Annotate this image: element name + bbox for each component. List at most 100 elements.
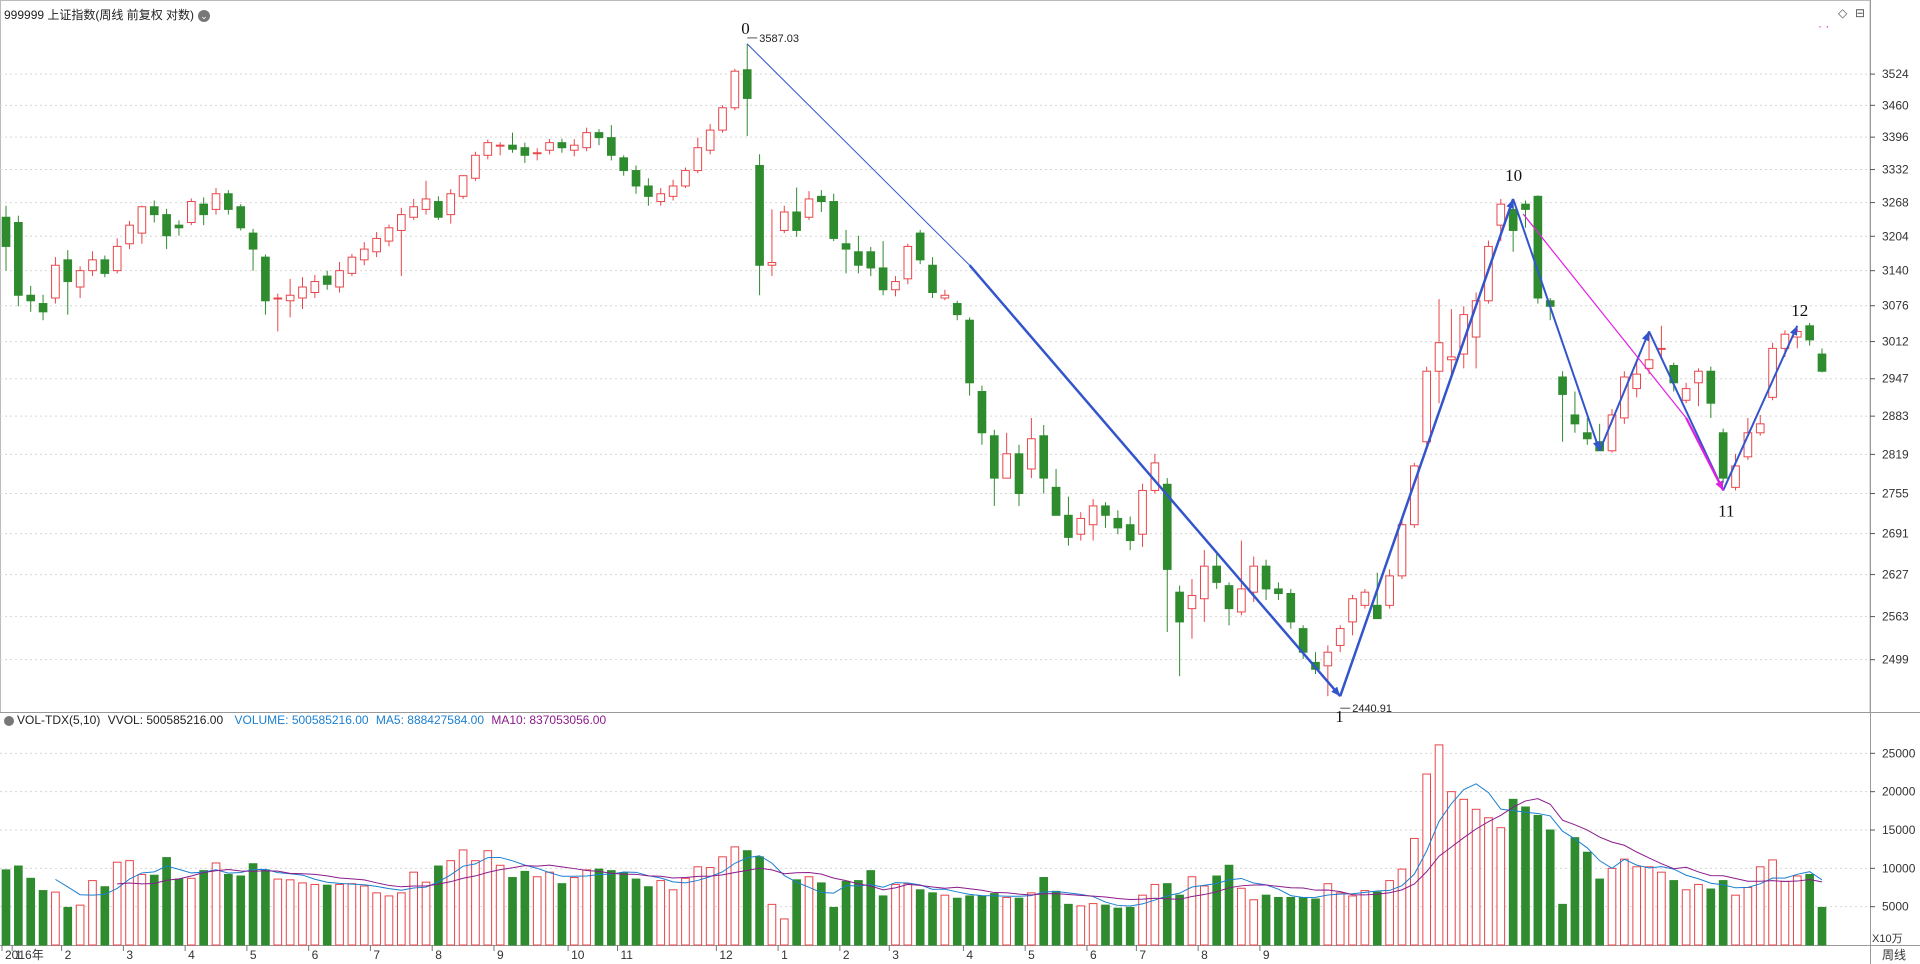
time-tick-label: 8 [1201,948,1208,962]
candle-body [977,391,987,434]
candle-body [1039,435,1049,479]
volume-bar [125,860,134,946]
candle-body [1274,588,1283,594]
candle-body [1212,565,1221,583]
time-tick-label: 1 [781,948,788,962]
volume-bar [137,873,147,946]
candle-body [1496,203,1506,226]
volume-bar [952,897,962,946]
volume-bar [854,880,863,946]
candle-body [705,129,715,151]
volume-bar [1323,883,1333,946]
volume-bar [989,893,999,946]
candle-body [755,164,764,266]
price-tick-label: 3396 [1882,130,1909,144]
price-tick-label: 3524 [1882,67,1909,81]
window-icon[interactable]: ⊟ [1855,6,1866,20]
volume-bar [483,850,493,946]
candle-body [1422,370,1432,443]
volume-bar [347,883,357,946]
volume-bar [1545,829,1555,946]
wave-line-11-12-head [1789,325,1798,336]
volume-bar [1125,906,1135,946]
volume-bar [1582,851,1592,946]
candle-body [359,248,369,261]
price-tick-label: 3140 [1882,264,1909,278]
wave-label: 1 [1335,707,1344,726]
gear-icon[interactable] [4,715,14,726]
time-tick-label: 9 [1263,948,1270,962]
volume-header: VOL-TDX(5,10) VVOL: 500585216.00 VOLUME:… [4,713,606,727]
volume-bar [1409,837,1419,946]
candle-body [1582,432,1592,440]
volume-bar [1113,907,1123,946]
candle-body [792,211,801,231]
time-tick-label: 5 [250,948,257,962]
low-annotation: 2440.91 [1352,703,1392,715]
volume-bar [322,884,332,946]
volume-bar [903,883,913,946]
volume-bar [866,870,876,946]
candle-body [742,69,752,99]
vol-vvol: VVOL: 500585216.00 [107,713,224,727]
candle-body [952,303,962,316]
time-tick-label: 9 [497,948,504,962]
candle-body [1706,370,1716,404]
candle-body [878,267,888,291]
time-tick-label: 3 [892,948,899,962]
wave-label: 11 [1718,501,1734,520]
diamond-icon[interactable]: ◇ [1838,6,1848,20]
volume-bar [88,880,97,946]
candle-body [631,170,641,187]
volume-bar [1459,798,1469,946]
candle-body [1558,376,1567,395]
chevron-down-icon[interactable]: ⌄ [198,9,211,22]
time-tick-label: 12 [719,948,733,962]
volume-bar [1731,894,1740,946]
candle-body [137,206,147,234]
candle-body [1064,514,1073,538]
candle-body [1805,325,1814,341]
volume-bar [446,860,456,946]
volume-bar [644,886,653,946]
candle-body [1434,342,1444,372]
volume-tick-label: 15000 [1882,823,1916,837]
wave-line-10-a-head [1592,440,1601,451]
volume-bar [1187,876,1197,946]
wave-line-0-1-head [1331,686,1341,697]
volume-bar [199,870,208,946]
volume-bar [569,877,579,946]
volume-bar [532,876,542,946]
candle-body [1187,594,1197,610]
volume-bar [335,883,344,946]
candle-body [1162,483,1172,570]
wave-label: 0 [741,19,750,38]
volume-bar [1088,903,1098,946]
candle-body [1694,370,1703,384]
time-tick-label: 7 [1139,948,1146,962]
volume-bar [1027,892,1036,946]
candle-body [285,294,295,302]
volume-bar [656,880,666,946]
volume-bar [1743,887,1753,946]
volume-bar [1508,798,1518,946]
candle-body [520,147,530,156]
volume-bar [915,889,925,946]
volume-bar [495,864,505,946]
volume-bar [421,881,431,946]
volume-bar [1286,896,1296,946]
time-tick-label: 2016年 [5,948,44,962]
volume-bar [817,882,826,946]
candle-body [1731,465,1740,488]
candle-body [681,170,690,187]
time-tick-label: 6 [312,948,319,962]
candle-body [100,259,110,274]
volume-bar [1484,817,1493,946]
volume-bar [1434,744,1444,946]
candle-body [841,243,851,250]
period-label: 周线 [1882,948,1906,962]
candle-body [965,319,974,384]
magenta-line-thin [1522,213,1687,419]
candle-body [1199,565,1209,600]
vol-indicator-name: VOL-TDX(5,10) [17,713,101,727]
